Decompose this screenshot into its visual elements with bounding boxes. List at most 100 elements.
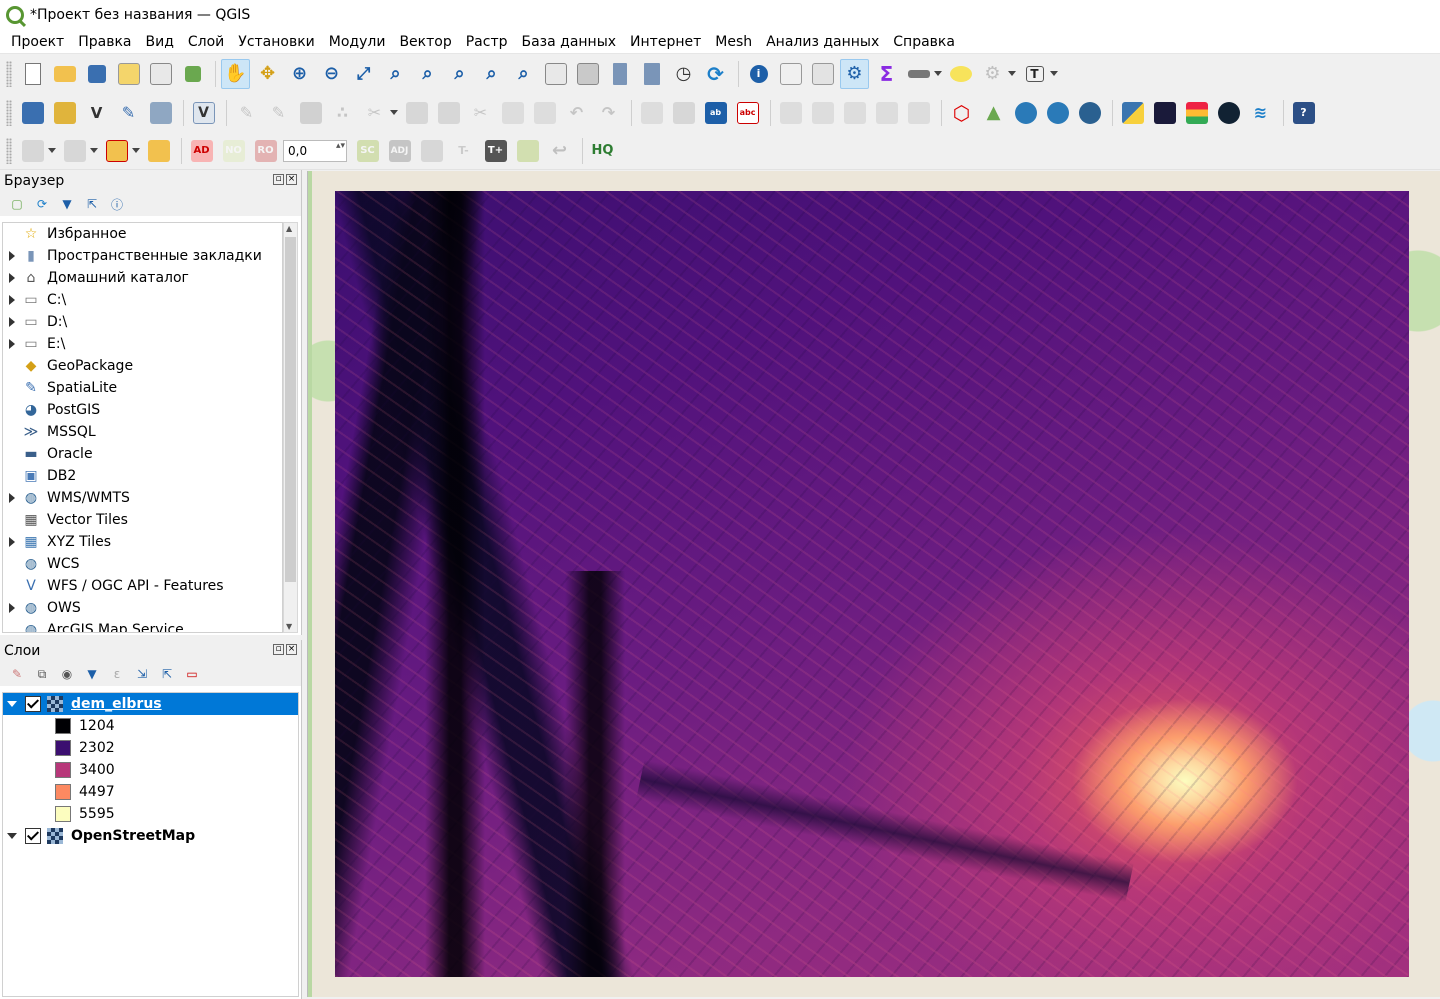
new-3d-map-button[interactable] (573, 59, 602, 89)
menu-help[interactable]: Справка (893, 33, 955, 50)
current-edits-button[interactable]: ✎ (232, 98, 261, 128)
save-project-button[interactable] (82, 59, 111, 89)
identify-features-button[interactable]: i (744, 59, 773, 89)
vertex-dropdown[interactable] (390, 109, 398, 116)
zoom-last-button[interactable]: ⌕ (477, 59, 506, 89)
open-attribute-table-button[interactable] (776, 59, 805, 89)
map-tips-button[interactable] (946, 59, 975, 89)
layer-visibility-checkbox[interactable] (25, 828, 41, 844)
menu-mesh[interactable]: Mesh (715, 33, 753, 50)
pan-to-selection-button[interactable]: ✥ (253, 59, 282, 89)
plugin-button-1[interactable] (1150, 98, 1179, 128)
expand-arrow-icon[interactable] (3, 295, 21, 305)
layout-manager-button[interactable] (146, 59, 175, 89)
layer-item[interactable]: dem_elbrus (3, 693, 298, 715)
refresh-button[interactable]: ⟳ (701, 59, 730, 89)
processing-toolbox-button[interactable]: ⚙ (840, 58, 869, 89)
browser-item[interactable]: ◕ PostGIS (3, 399, 282, 421)
scrollbar-thumb[interactable] (285, 237, 296, 582)
menu-layer[interactable]: Слой (187, 33, 225, 50)
new-shapefile-layer-button[interactable]: V (82, 98, 111, 128)
dp-button[interactable] (417, 136, 446, 166)
new-spatialite-layer-button[interactable]: ✎ (114, 98, 143, 128)
help-button[interactable]: ? (1289, 98, 1318, 128)
select-by-value-button[interactable] (60, 136, 89, 166)
plugin-button-3[interactable] (1214, 98, 1243, 128)
browser-item[interactable]: ▮ Пространственные закладки (3, 245, 282, 267)
expand-all-icon[interactable]: ⇲ (136, 667, 148, 681)
menu-view[interactable]: Вид (145, 33, 174, 50)
browser-item[interactable]: ▭ C:\ (3, 289, 282, 311)
pin-labels-button[interactable] (776, 98, 805, 128)
new-virtual-layer-button[interactable]: V (189, 98, 218, 128)
lock-button[interactable] (513, 136, 542, 166)
browser-item[interactable]: ◆ GeoPackage (3, 355, 282, 377)
deselect-dropdown[interactable] (132, 147, 140, 154)
browser-item[interactable]: ☆ Избранное (3, 223, 282, 245)
vertex-tool-button[interactable]: ✂ (360, 98, 389, 128)
float-panel-icon[interactable]: ▫ (273, 174, 284, 185)
change-label-button[interactable] (904, 98, 933, 128)
info-icon[interactable]: ⓘ (110, 197, 123, 212)
menu-plugins[interactable]: Модули (328, 33, 386, 50)
browser-item[interactable]: ◍ WMS/WMTS (3, 487, 282, 509)
zoom-full-button[interactable]: ⤢ (349, 59, 378, 89)
show-hide-labels-button[interactable] (808, 98, 837, 128)
toolbar-grip[interactable] (6, 137, 12, 164)
ro-button[interactable]: RO (251, 136, 280, 166)
collapse-arrow-icon[interactable] (3, 833, 21, 839)
browser-item[interactable]: ◍ ArcGIS Map Service (3, 619, 282, 632)
expand-arrow-icon[interactable] (3, 493, 21, 503)
manage-visibility-icon[interactable]: ◉ (61, 667, 73, 681)
expand-arrow-icon[interactable] (3, 339, 21, 349)
style-manager-button[interactable] (178, 59, 207, 89)
redo-button[interactable]: ↷ (594, 98, 623, 128)
zoom-to-selection-button[interactable]: ⌕ (381, 59, 410, 89)
delete-selected-button[interactable] (434, 98, 463, 128)
expand-arrow-icon[interactable] (3, 603, 21, 613)
paste-features-button[interactable] (530, 98, 559, 128)
layer-item[interactable]: OpenStreetMap (3, 825, 298, 847)
layer-visibility-checkbox[interactable] (25, 696, 41, 712)
globe-button[interactable] (1043, 98, 1072, 128)
expand-arrow-icon[interactable] (3, 317, 21, 327)
angle-spinbox[interactable]: 0,0 (283, 139, 347, 162)
map-canvas[interactable] (307, 171, 1440, 997)
rotate-label-button[interactable] (872, 98, 901, 128)
menu-processing[interactable]: Анализ данных (766, 33, 880, 50)
browser-item[interactable]: ▬ Oracle (3, 443, 282, 465)
menu-database[interactable]: База данных (521, 33, 617, 50)
adj-button[interactable]: ADJ (385, 136, 414, 166)
data-source-manager-button[interactable] (18, 98, 47, 128)
menu-edit[interactable]: Правка (78, 33, 132, 50)
topology-checker-button[interactable]: ⬡ (947, 98, 976, 128)
copy-features-button[interactable] (498, 98, 527, 128)
collapse-arrow-icon[interactable] (3, 701, 21, 707)
toolbar-grip[interactable] (6, 60, 12, 87)
select-by-location-button[interactable]: ⚙ (978, 59, 1007, 89)
text-annotation-button[interactable]: T (1020, 59, 1049, 89)
scroll-down-icon[interactable]: ▼ (286, 622, 293, 631)
pan-map-button[interactable]: ✋ (221, 58, 250, 89)
temporal-controller-button[interactable]: ◷ (669, 59, 698, 89)
annotation-dropdown[interactable] (1050, 70, 1058, 77)
metasearch-button[interactable] (1011, 98, 1040, 128)
zoom-in-button[interactable]: ⊕ (285, 59, 314, 89)
new-map-view-button[interactable] (541, 59, 570, 89)
triangle-tool-button[interactable]: ▲ (979, 98, 1008, 128)
show-bookmarks-button[interactable] (637, 59, 666, 89)
float-panel-icon[interactable]: ▫ (273, 644, 284, 655)
filter-icon[interactable]: ▼ (62, 197, 72, 211)
browser-item[interactable]: ≫ MSSQL (3, 421, 282, 443)
new-geopackage-layer-button[interactable] (50, 98, 79, 128)
browser-item[interactable]: ◍ OWS (3, 597, 282, 619)
add-selected-layers-icon[interactable]: ▢ (11, 197, 23, 211)
collapse-all-icon[interactable]: ⇱ (161, 667, 173, 681)
filter-legend-icon[interactable]: ▼ (87, 667, 97, 681)
menu-project[interactable]: Проект (11, 33, 65, 50)
cut-features-button[interactable]: ✂ (466, 98, 495, 128)
undo-button[interactable]: ↶ (562, 98, 591, 128)
open-project-button[interactable] (50, 59, 79, 89)
select-by-value-dropdown[interactable] (90, 147, 98, 154)
move-label-button[interactable] (840, 98, 869, 128)
